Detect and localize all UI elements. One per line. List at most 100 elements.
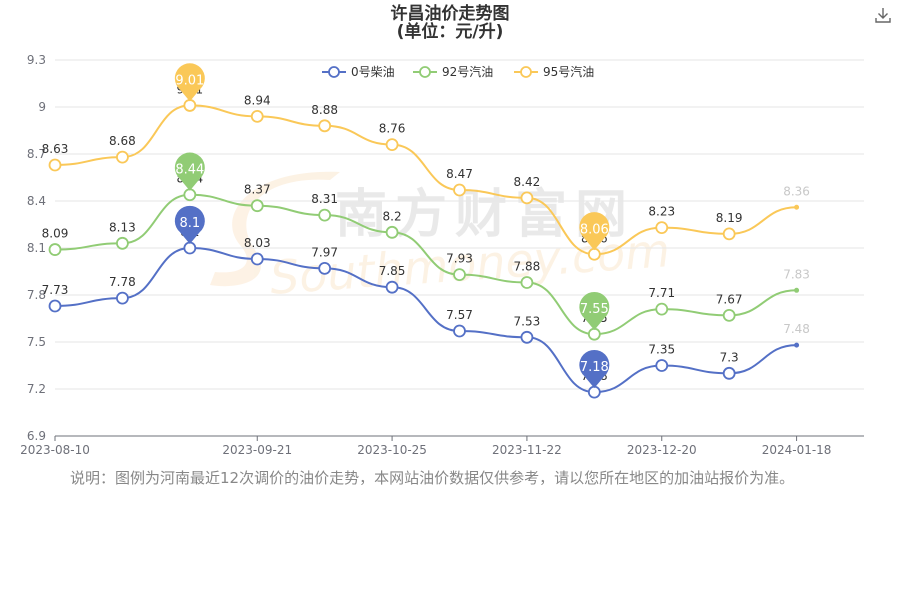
legend-label: 95号汽油 — [543, 64, 594, 79]
legend-label: 92号汽油 — [442, 64, 493, 79]
data-label: 8.47 — [446, 167, 473, 181]
data-point — [655, 221, 669, 235]
data-point — [722, 366, 736, 380]
data-label: 7.48 — [783, 322, 810, 336]
data-label: 7.78 — [109, 275, 136, 289]
data-point — [520, 330, 534, 344]
pin-label: 8.1 — [179, 216, 200, 231]
data-label: 7.3 — [720, 350, 739, 364]
data-label: 7.85 — [379, 264, 406, 278]
data-point — [48, 243, 62, 256]
x-tick-label: 2023-12-20 — [627, 443, 697, 457]
y-tick-label: 8.4 — [27, 194, 46, 208]
data-point — [116, 150, 129, 164]
min-pin: 7.18 — [579, 349, 610, 389]
max-pin: 8.1 — [174, 205, 205, 244]
data-point — [655, 359, 669, 372]
legend-marker — [419, 66, 431, 78]
data-point — [520, 191, 534, 205]
data-point — [318, 208, 332, 222]
data-point — [183, 188, 197, 202]
data-label: 7.93 — [446, 252, 473, 266]
data-point — [453, 183, 466, 197]
data-point — [116, 236, 129, 250]
x-tick-label: 2023-08-10 — [20, 443, 90, 457]
footnote: 说明：图例为河南最近12次调价的油价走势，本网站油价数据仅供参考，请以您所在地区… — [70, 469, 795, 487]
data-label: 8.63 — [42, 142, 69, 156]
data-point — [183, 241, 197, 255]
data-label: 8.94 — [244, 93, 271, 107]
min-pin: 7.55 — [579, 291, 610, 331]
chart-title: 许昌油价走势图 — [390, 4, 510, 24]
pin-shape — [174, 152, 205, 191]
data-label: 8.2 — [383, 209, 402, 223]
watermark-cn: 南方财富网 — [335, 185, 635, 245]
data-label: 8.13 — [109, 220, 136, 234]
data-label: 8.42 — [514, 175, 541, 189]
chart-subtitle: (单位：元/升) — [396, 22, 504, 42]
legend-item-1: 92号汽油 — [413, 64, 493, 79]
data-label: 8.68 — [109, 134, 136, 148]
data-point — [48, 299, 62, 313]
data-point — [794, 204, 800, 210]
data-point — [587, 327, 601, 341]
pin-label: 7.55 — [580, 302, 609, 317]
data-point — [520, 276, 534, 289]
data-label: 8.88 — [311, 103, 338, 117]
data-label: 8.37 — [244, 183, 271, 197]
data-point — [453, 268, 466, 282]
data-point — [722, 308, 736, 322]
y-tick-label: 9.3 — [27, 53, 46, 67]
data-point — [794, 342, 800, 348]
max-pin: 9.01 — [174, 63, 205, 102]
pin-label: 7.18 — [580, 360, 609, 375]
data-point — [655, 302, 669, 316]
data-point — [183, 99, 197, 112]
y-tick-label: 6.9 — [27, 429, 46, 443]
pin-shape — [579, 291, 610, 331]
y-tick-label: 9 — [38, 100, 46, 114]
legend-label: 0号柴油 — [351, 65, 395, 79]
y-tick-label: 7.2 — [27, 382, 46, 396]
data-point — [722, 227, 736, 241]
x-tick-label: 2023-11-22 — [492, 443, 562, 457]
data-point — [794, 287, 800, 293]
x-tick-label: 2023-09-21 — [222, 443, 292, 457]
data-label: 8.76 — [379, 122, 406, 136]
data-label: 7.83 — [783, 267, 810, 281]
data-label: 7.71 — [648, 286, 675, 300]
data-point — [385, 138, 399, 152]
y-tick-label: 7.5 — [27, 335, 46, 349]
legend: 0号柴油 92号汽油 95号汽油 — [322, 64, 594, 79]
pin-label: 8.44 — [175, 163, 204, 178]
data-label: 7.88 — [514, 259, 541, 273]
data-point — [318, 119, 332, 133]
data-point — [250, 199, 264, 213]
min-pin: 8.06 — [579, 212, 610, 251]
data-label: 8.09 — [42, 227, 69, 241]
download-icon[interactable] — [874, 6, 892, 24]
data-label: 7.73 — [42, 283, 69, 297]
data-point — [48, 158, 62, 172]
x-tick-label: 2023-10-25 — [357, 443, 427, 457]
data-label: 8.19 — [716, 211, 743, 225]
data-label: 7.97 — [311, 245, 338, 259]
legend-item-0: 0号柴油 — [322, 65, 395, 79]
data-point — [318, 261, 332, 275]
data-label: 7.35 — [648, 343, 675, 357]
pin-label: 8.06 — [580, 222, 609, 237]
data-point — [250, 110, 264, 123]
pin-shape — [579, 349, 610, 389]
legend-marker — [328, 66, 340, 78]
pin-label: 9.01 — [175, 73, 204, 88]
data-label: 7.57 — [446, 308, 473, 322]
x-tick-label: 2024-01-18 — [762, 443, 832, 457]
data-label: 8.31 — [311, 192, 338, 206]
data-label: 8.03 — [244, 236, 271, 250]
y-tick-label: 7.8 — [27, 288, 46, 302]
data-point — [250, 252, 264, 266]
data-label: 7.53 — [514, 314, 541, 328]
data-point — [453, 324, 466, 338]
data-point — [587, 385, 601, 399]
